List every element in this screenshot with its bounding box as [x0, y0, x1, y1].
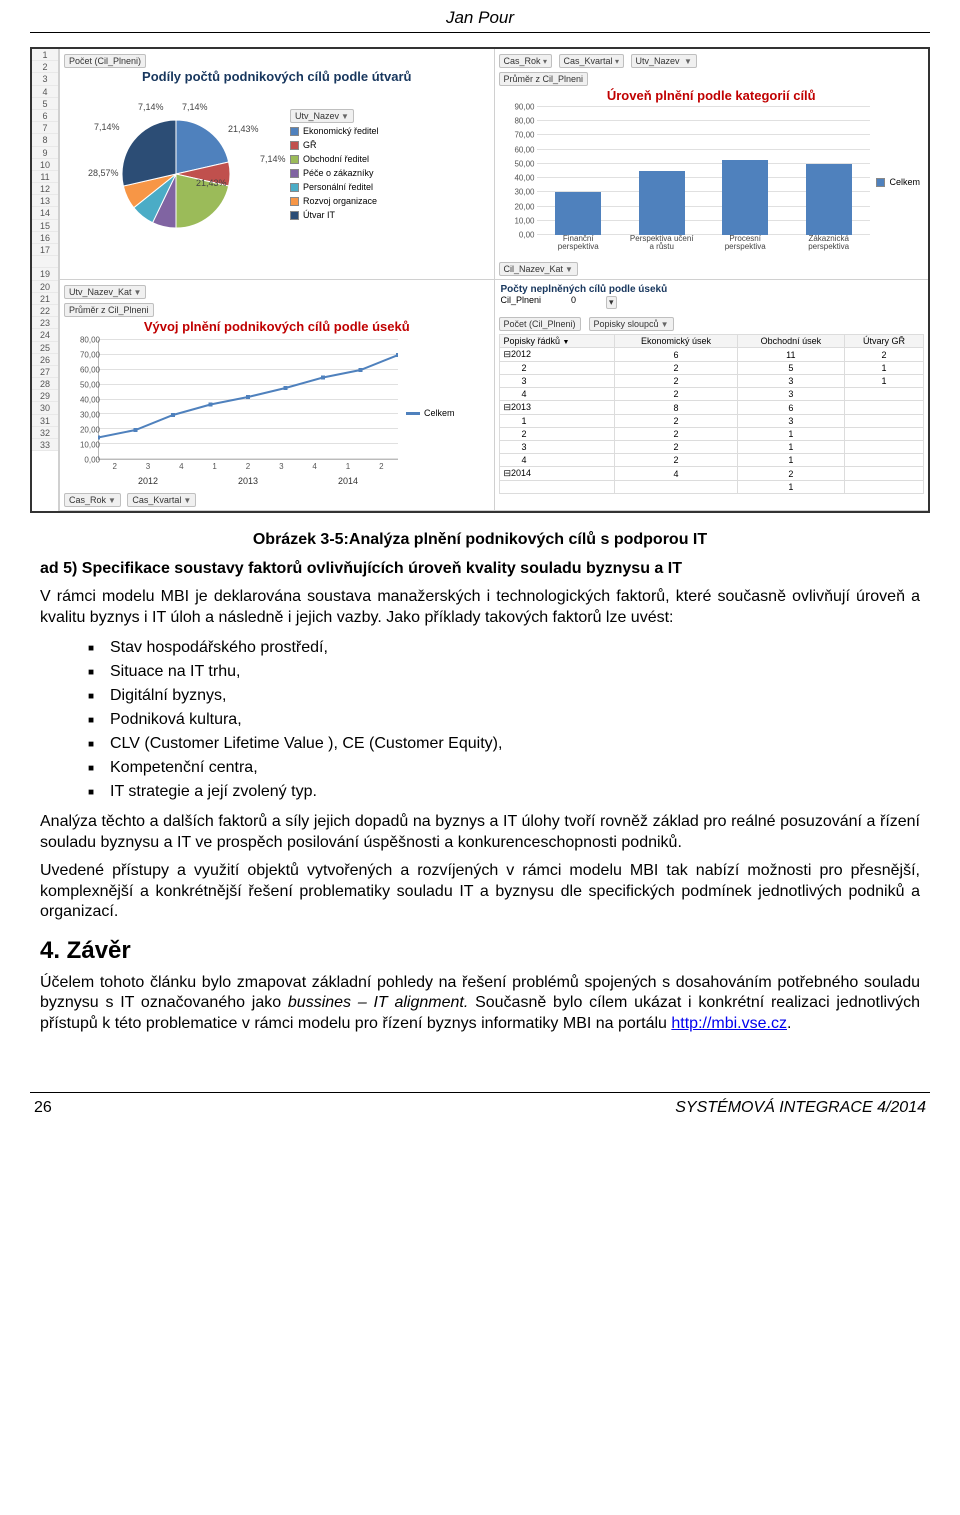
list-item: Stav hospodářského prostředí, [88, 636, 920, 660]
line-top-chip: Utv_Nazev_Kat▼ [64, 285, 146, 299]
list-item: Digitální byznys, [88, 684, 920, 708]
list-item: IT strategie a její zvolený typ. [88, 780, 920, 804]
paragraph-2: Analýza těchto a dalších faktorů a síly … [40, 812, 920, 853]
journal-ref: SYSTÉMOVÁ INTEGRACE 4/2014 [675, 1099, 926, 1117]
bar-chip-quarter: Cas_Kvartal ▾ [559, 54, 625, 68]
pie-title: Podíly počtů podnikových cílů podle útva… [64, 69, 490, 84]
list-item: Situace na IT trhu, [88, 660, 920, 684]
list-item: Podniková kultura, [88, 708, 920, 732]
pivot-title: Počty neplněných cílů podle úseků [501, 284, 925, 295]
pie-count-chip: Počet (Cil_Plneni) [64, 54, 146, 68]
bar-avg-chip: Průměr z Cil_Plneni [499, 72, 589, 86]
line-title: Vývoj plnění podnikových cílů podle úsek… [64, 318, 490, 336]
pie-panel: Počet (Cil_Plneni) Podíly počtů podnikov… [59, 49, 494, 280]
article-body: Obrázek 3-5:Analýza plnění podnikových c… [0, 523, 960, 1062]
line-panel: Utv_Nazev_Kat▼ Průměr z Cil_Plneni Vývoj… [59, 280, 494, 511]
bar-panel: Cas_Rok ▾ Cas_Kvartal ▾ Utv_Nazev ▼ Prům… [494, 49, 929, 280]
spreadsheet-row-numbers: 1234567891011121314151617192021222324252… [32, 49, 59, 511]
line-chart: 0,0010,0020,0030,0040,0050,0060,0070,008… [68, 340, 398, 490]
list-item: CLV (Customer Lifetime Value ), CE (Cust… [88, 732, 920, 756]
bullet-list: Stav hospodářského prostředí,Situace na … [88, 636, 920, 804]
author-name: Jan Pour [446, 8, 514, 27]
dashboard-figure: 1234567891011121314151617192021222324252… [30, 47, 930, 513]
figure-caption: Obrázek 3-5:Analýza plnění podnikových c… [40, 531, 920, 549]
bar-chip-dept: Utv_Nazev ▼ [631, 54, 697, 68]
pie-legend-chip: Utv_Nazev▼ [290, 109, 354, 123]
line-legend: Celkem [406, 408, 455, 418]
list-item: Kompetenční centra, [88, 756, 920, 780]
line-bottom-chip-year: Cas_Rok▼ [64, 493, 121, 507]
line-bottom-chip-quarter: Cas_Kvartal▼ [127, 493, 196, 507]
pivot-filter-row: Cil_Plneni 0 ▾ [499, 295, 925, 310]
pivot-col-chip: Popisky sloupců▼ [589, 317, 674, 331]
pie-legend: Utv_Nazev▼ Ekonomický ředitelGŘObchodní … [290, 106, 379, 222]
bar-chart: 0,0010,0020,0030,0040,0050,0060,0070,008… [503, 107, 871, 257]
mbi-link[interactable]: http://mbi.vse.cz [671, 1015, 787, 1032]
pivot-table: Popisky řádků ▼Ekonomický úsekObchodní ú… [499, 334, 925, 494]
bar-chip-year: Cas_Rok ▾ [499, 54, 553, 68]
bar-bottom-chip: Cil_Nazev_Kat▼ [499, 262, 578, 276]
bar-legend: Celkem [876, 177, 920, 187]
pivot-count-chip: Počet (Cil_Plneni) [499, 317, 581, 331]
page-header: Jan Pour [30, 0, 930, 33]
paragraph-3: Uvedené přístupy a využití objektů vytvo… [40, 861, 920, 922]
pie-chart: 7,14%7,14%7,14%21,43%7,14%21,43%28,57% [64, 84, 284, 244]
bar-title: Úroveň plnění podle kategorií cílů [499, 87, 925, 105]
paragraph-1: V rámci modelu MBI je deklarována sousta… [40, 587, 920, 628]
pivot-panel: Počty neplněných cílů podle úseků Cil_Pl… [494, 280, 929, 511]
section-4-heading: 4. Závěr [40, 937, 920, 965]
line-sub-chip: Průměr z Cil_Plneni [64, 303, 154, 317]
page-number: 26 [34, 1099, 52, 1117]
paragraph-lead: ad 5) Specifikace soustavy faktorů ovliv… [40, 559, 920, 579]
page-footer: 26 SYSTÉMOVÁ INTEGRACE 4/2014 [30, 1092, 930, 1137]
paragraph-4: Účelem tohoto článku bylo zmapovat zákla… [40, 973, 920, 1034]
